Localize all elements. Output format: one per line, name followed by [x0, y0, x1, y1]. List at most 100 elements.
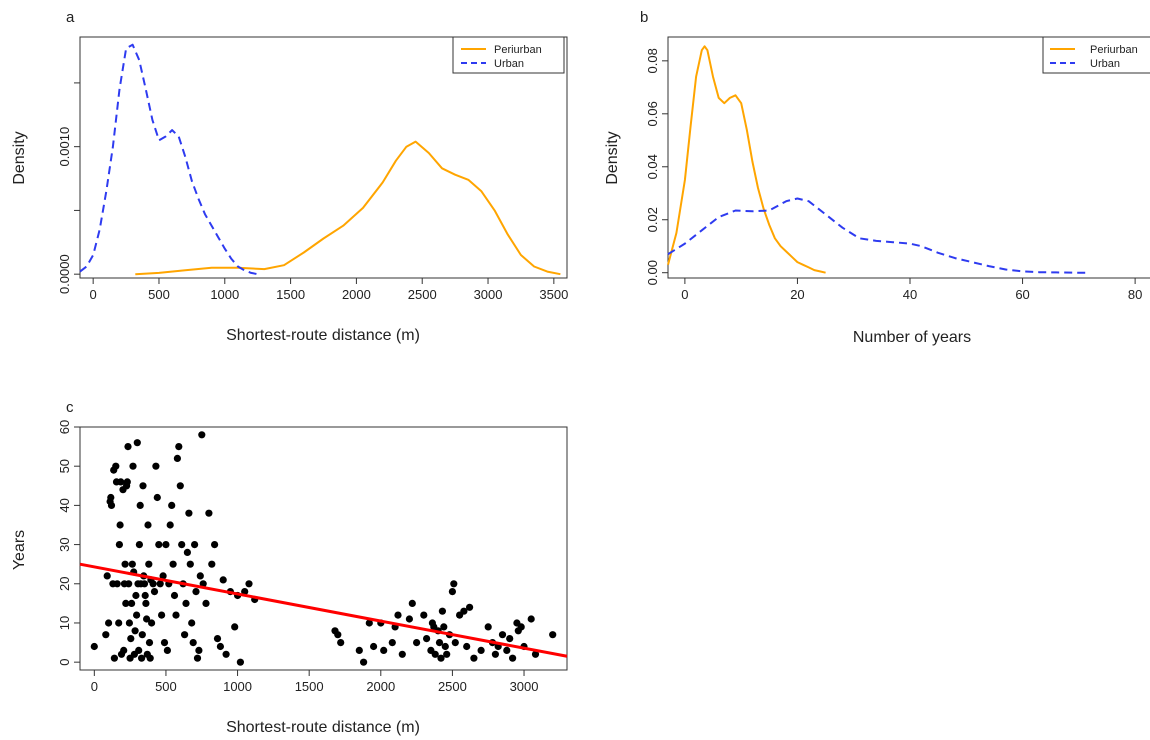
panel-b-y-tick-label: 0.00: [645, 260, 660, 285]
scatter-point: [145, 639, 154, 647]
scatter-point: [169, 560, 177, 568]
panel-b-legend: Periurban Urban: [1042, 36, 1150, 74]
panel-c-x-tick-label: 1000: [223, 679, 252, 694]
scatter-point: [440, 623, 448, 631]
panel-c-y-tick-label: 10: [57, 616, 72, 630]
scatter-point: [120, 646, 128, 655]
panel-a-plot-frame: [79, 36, 568, 279]
scatter-point: [176, 482, 184, 490]
panel-a-x-tick-label: 1000: [210, 287, 239, 302]
scatter-point: [182, 599, 190, 608]
scatter-point: [506, 635, 514, 643]
panel-b-x-tick-label: 20: [790, 287, 804, 302]
scatter-point: [388, 639, 396, 647]
scatter-point: [448, 588, 456, 596]
panel-a-x-tick-label: 0: [90, 287, 97, 302]
panel-b-x-axis-label: Number of years: [853, 329, 971, 346]
scatter-point: [334, 631, 342, 639]
panel-c-x-tick-label: 3000: [510, 679, 539, 694]
scatter-point: [121, 560, 129, 568]
panel-c-y-tick-label: 50: [57, 459, 72, 473]
scatter-point: [133, 439, 141, 447]
scatter-point: [148, 619, 156, 627]
panel-a-series-periurban: [135, 140, 561, 276]
panel-c-letter: c: [66, 399, 74, 416]
scatter-point: [443, 650, 451, 658]
panel-a-y-axis-label: Density: [11, 131, 28, 184]
scatter-point: [170, 591, 179, 600]
scatter-point: [132, 591, 140, 600]
panel-c-x-tick-label: 2500: [438, 679, 467, 694]
scatter-point: [205, 509, 213, 517]
scatter-point: [549, 631, 557, 639]
scatter-point: [183, 548, 191, 557]
scatter-point: [185, 509, 193, 517]
panel-c-x-tick-label: 500: [155, 679, 177, 694]
scatter-point: [503, 646, 511, 655]
scatter-point: [129, 462, 137, 470]
scatter-point: [498, 631, 507, 639]
scatter-point: [195, 646, 203, 655]
panel-c-x-axis-label: Shortest-route distance (m): [226, 719, 420, 736]
scatter-point: [437, 654, 445, 662]
panel-b-y-tick-label: 0.06: [645, 101, 660, 126]
scatter-point: [150, 588, 159, 596]
scatter-point: [241, 588, 249, 596]
scatter-point: [125, 619, 133, 627]
scatter-point: [156, 580, 164, 588]
scatter-point: [146, 654, 154, 662]
panel-c-scatter: c Shortest-route distance (m) Years 0 500…: [11, 399, 568, 736]
scatter-point: [178, 541, 186, 549]
scatter-point: [107, 501, 116, 509]
scatter-point: [370, 642, 378, 651]
scatter-point: [141, 591, 149, 600]
scatter-point: [435, 639, 444, 647]
panel-b-y-axis-label: Density: [604, 131, 621, 184]
scatter-point: [173, 454, 181, 462]
panel-a-legend: Periurban Urban: [452, 36, 565, 74]
scatter-point: [188, 619, 196, 627]
scatter-point: [196, 572, 204, 580]
scatter-point: [113, 580, 121, 588]
panel-a-legend-box: [452, 36, 565, 74]
panel-a-series-urban: [79, 43, 258, 276]
panel-a-y-tick-label: 0.0010: [57, 127, 72, 167]
panel-b-letter: b: [640, 9, 648, 26]
scatter-point: [463, 642, 471, 651]
scatter-point: [163, 646, 171, 655]
scatter-point: [186, 560, 194, 568]
scatter-point: [420, 611, 428, 619]
panel-b-legend-urban: Urban: [1090, 58, 1120, 70]
scatter-point: [175, 443, 183, 451]
scatter-point: [191, 541, 199, 549]
scatter-point: [199, 580, 207, 588]
panel-b-x-tick-label: 60: [1015, 287, 1029, 302]
scatter-point: [192, 588, 200, 596]
panel-b-density-years: b Number of years Density Periurban Urba…: [604, 9, 1150, 346]
scatter-point: [139, 482, 147, 490]
scatter-point: [135, 541, 143, 549]
scatter-point: [135, 646, 143, 655]
panel-a-x-tick-label: 3000: [474, 287, 503, 302]
panel-c-y-tick-label: 20: [57, 577, 72, 591]
panel-b-y-tick-label: 0.04: [645, 154, 660, 179]
panel-c-y-tick-label: 30: [57, 537, 72, 551]
scatter-point: [149, 580, 157, 588]
scatter-point: [405, 615, 413, 623]
scatter-point: [451, 639, 459, 647]
regression-line: [79, 562, 568, 658]
scatter-point: [208, 560, 216, 568]
scatter-point: [117, 478, 125, 486]
scatter-point: [122, 599, 130, 608]
panel-a-x-axis-label: Shortest-route distance (m): [226, 327, 420, 344]
panel-c-x-tick-label: 2000: [366, 679, 395, 694]
scatter-point: [398, 650, 406, 658]
scatter-point: [380, 646, 388, 655]
scatter-point: [159, 572, 167, 580]
scatter-point: [531, 650, 540, 658]
panel-c-y-tick-label: 40: [57, 498, 72, 512]
scatter-point: [450, 580, 458, 588]
scatter-point: [355, 646, 363, 655]
scatter-point: [138, 631, 146, 639]
scatter-point: [125, 580, 133, 588]
